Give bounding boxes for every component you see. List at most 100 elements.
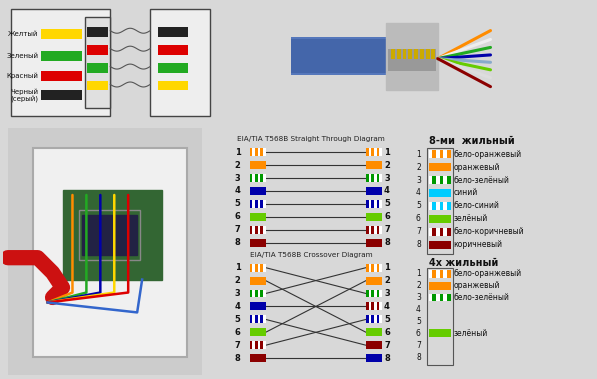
Bar	[257, 341, 260, 349]
Bar	[369, 174, 371, 182]
Bar	[366, 239, 382, 247]
Text: 1: 1	[235, 148, 241, 157]
Text: 5: 5	[416, 201, 421, 210]
Bar	[87, 27, 108, 37]
Text: бело-синий: бело-синий	[454, 201, 500, 210]
Bar	[379, 174, 382, 182]
Bar	[379, 315, 382, 323]
Bar	[440, 176, 444, 184]
Text: Черный
(серый): Черный (серый)	[11, 88, 39, 103]
Bar	[408, 49, 413, 59]
Text: 2: 2	[235, 161, 241, 170]
Text: 7: 7	[416, 227, 421, 236]
Bar	[447, 293, 451, 301]
Bar	[379, 200, 382, 208]
Bar	[432, 202, 436, 210]
Bar	[427, 148, 453, 254]
Bar	[253, 290, 255, 298]
Text: 7: 7	[235, 225, 241, 234]
Bar	[263, 341, 266, 349]
Bar	[257, 200, 260, 208]
Bar	[366, 264, 382, 272]
Bar	[250, 290, 266, 298]
Bar	[158, 63, 188, 72]
Bar	[429, 215, 451, 223]
Bar	[432, 228, 436, 236]
Bar	[366, 290, 382, 298]
Bar	[432, 293, 436, 301]
Bar	[388, 49, 436, 70]
Text: бело-оранжевый: бело-оранжевый	[454, 150, 522, 159]
Text: 7: 7	[384, 341, 390, 350]
Text: 1: 1	[416, 269, 421, 278]
Bar	[429, 150, 451, 158]
Bar	[250, 161, 266, 169]
Text: 3: 3	[384, 174, 390, 183]
Bar	[11, 9, 110, 116]
Text: 1: 1	[416, 150, 421, 159]
Text: 8: 8	[416, 353, 421, 362]
Text: оранжевый: оранжевый	[454, 281, 500, 290]
Bar	[250, 277, 266, 285]
Bar	[150, 9, 210, 116]
Bar	[374, 200, 377, 208]
Bar	[429, 282, 451, 290]
Bar	[250, 148, 266, 156]
Text: 1: 1	[235, 263, 241, 272]
Text: 3: 3	[384, 289, 390, 298]
Text: коричневый: коричневый	[454, 240, 503, 249]
Text: 7: 7	[384, 225, 390, 234]
Text: Красный: Красный	[7, 72, 39, 79]
Text: 2: 2	[235, 276, 241, 285]
Bar	[440, 269, 444, 277]
Bar	[253, 174, 255, 182]
Bar	[429, 176, 451, 184]
Bar	[158, 27, 188, 37]
Bar	[391, 49, 395, 59]
Text: EIA/TIA T568B Crossover Diagram: EIA/TIA T568B Crossover Diagram	[250, 252, 373, 258]
Bar	[379, 264, 382, 272]
Bar	[257, 174, 260, 182]
Bar	[366, 277, 382, 285]
Text: зелёный: зелёный	[454, 329, 488, 338]
Bar	[366, 187, 382, 195]
Bar	[429, 269, 451, 277]
Text: бело-оранжевый: бело-оранжевый	[454, 269, 522, 278]
Bar	[250, 226, 266, 234]
Bar	[447, 202, 451, 210]
Text: 5: 5	[235, 315, 241, 324]
Bar	[432, 150, 436, 158]
Bar	[250, 302, 266, 310]
Bar	[447, 176, 451, 184]
Bar	[432, 176, 436, 184]
Bar	[257, 290, 260, 298]
Bar	[366, 213, 382, 221]
Text: 4: 4	[384, 186, 390, 196]
Text: 3: 3	[235, 289, 241, 298]
Text: 6: 6	[384, 328, 390, 337]
Bar	[369, 302, 371, 310]
Bar	[257, 264, 260, 272]
Text: 8: 8	[416, 240, 421, 249]
Bar	[366, 315, 382, 323]
Bar	[41, 29, 82, 39]
Bar	[414, 49, 418, 59]
Bar	[374, 226, 377, 234]
Bar	[158, 80, 188, 91]
Bar	[374, 264, 377, 272]
Text: 6: 6	[416, 329, 421, 338]
Bar	[250, 328, 266, 336]
Text: оранжевый: оранжевый	[454, 163, 500, 172]
Bar	[374, 174, 377, 182]
Text: 3: 3	[416, 293, 421, 302]
Bar	[429, 189, 451, 197]
Bar	[369, 226, 371, 234]
Text: 8: 8	[235, 354, 241, 363]
Bar	[366, 200, 382, 208]
Text: 2: 2	[416, 281, 421, 290]
Text: Желтый: Желтый	[8, 31, 39, 37]
Bar	[369, 200, 371, 208]
Text: 4: 4	[235, 302, 241, 311]
Bar	[263, 148, 266, 156]
Bar	[429, 329, 451, 337]
